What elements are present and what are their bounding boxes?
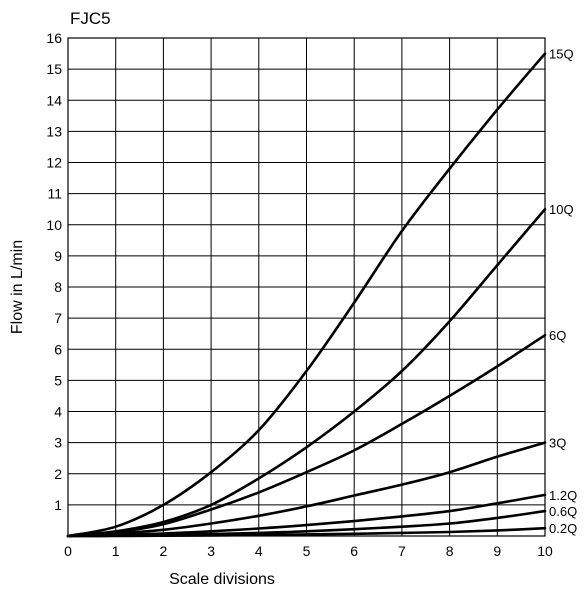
series-curves [66, 52, 547, 538]
series-labels: 15Q 10Q 6Q 3Q 1.2Q0.6Q 0.2Q [549, 47, 577, 537]
y-tick-label: 9 [54, 248, 62, 264]
y-tick-label: 11 [47, 186, 62, 202]
y-tick-label: 6 [54, 341, 62, 357]
x-tick-label: 0 [64, 543, 72, 559]
series-line-15Q [66, 52, 547, 538]
y-tick-label: 12 [46, 155, 62, 171]
x-tick-label: 10 [537, 543, 553, 559]
y-tick-label: 2 [54, 466, 62, 482]
y-tick-label: 1 [54, 497, 62, 513]
series-line-6Q [66, 333, 547, 538]
series-label-1.2Q: 1.2Q [549, 488, 577, 503]
series-label-6Q: 6Q [549, 328, 566, 343]
y-axis-title: Flow in L/min [9, 240, 26, 334]
x-tick-label: 1 [112, 543, 120, 559]
y-tick-label: 14 [46, 92, 62, 108]
x-tick-label: 8 [446, 543, 454, 559]
series-label-3Q: 3Q [549, 436, 566, 451]
x-tick-label: 5 [303, 543, 311, 559]
series-line-10Q [66, 207, 547, 538]
y-tick-label: 7 [54, 310, 62, 326]
series-label-10Q: 10Q [549, 202, 574, 217]
series-label-0.6Q: 0.6Q [549, 504, 577, 519]
series-label-15Q: 15Q [549, 47, 574, 62]
x-axis-title: Scale divisions [169, 571, 275, 588]
y-tick-label: 16 [46, 30, 62, 46]
y-tick-label: 8 [54, 279, 62, 295]
y-tick-label: 4 [54, 404, 62, 420]
x-tick-label: 9 [493, 543, 501, 559]
x-tick-label: 7 [398, 543, 406, 559]
chart-title: FJC5 [70, 9, 111, 28]
y-tick-label: 10 [46, 217, 62, 233]
x-tick-label: 6 [350, 543, 358, 559]
y-tick-label: 5 [54, 372, 62, 388]
y-tick-label: 15 [46, 61, 62, 77]
y-tick-label: 13 [46, 123, 62, 139]
x-tick-label: 4 [255, 543, 263, 559]
plot-frame [67, 37, 546, 537]
x-tick-labels: 0 1 2 3 4 5 6 7 8 9 10 [64, 543, 553, 559]
grid [67, 37, 546, 536]
series-line-3Q [66, 441, 547, 538]
series-label-0.2Q: 0.2Q [549, 521, 577, 536]
y-tick-label: 3 [54, 435, 62, 451]
series-line-0.2Q [66, 526, 547, 538]
x-tick-label: 2 [160, 543, 168, 559]
x-tick-label: 3 [207, 543, 215, 559]
